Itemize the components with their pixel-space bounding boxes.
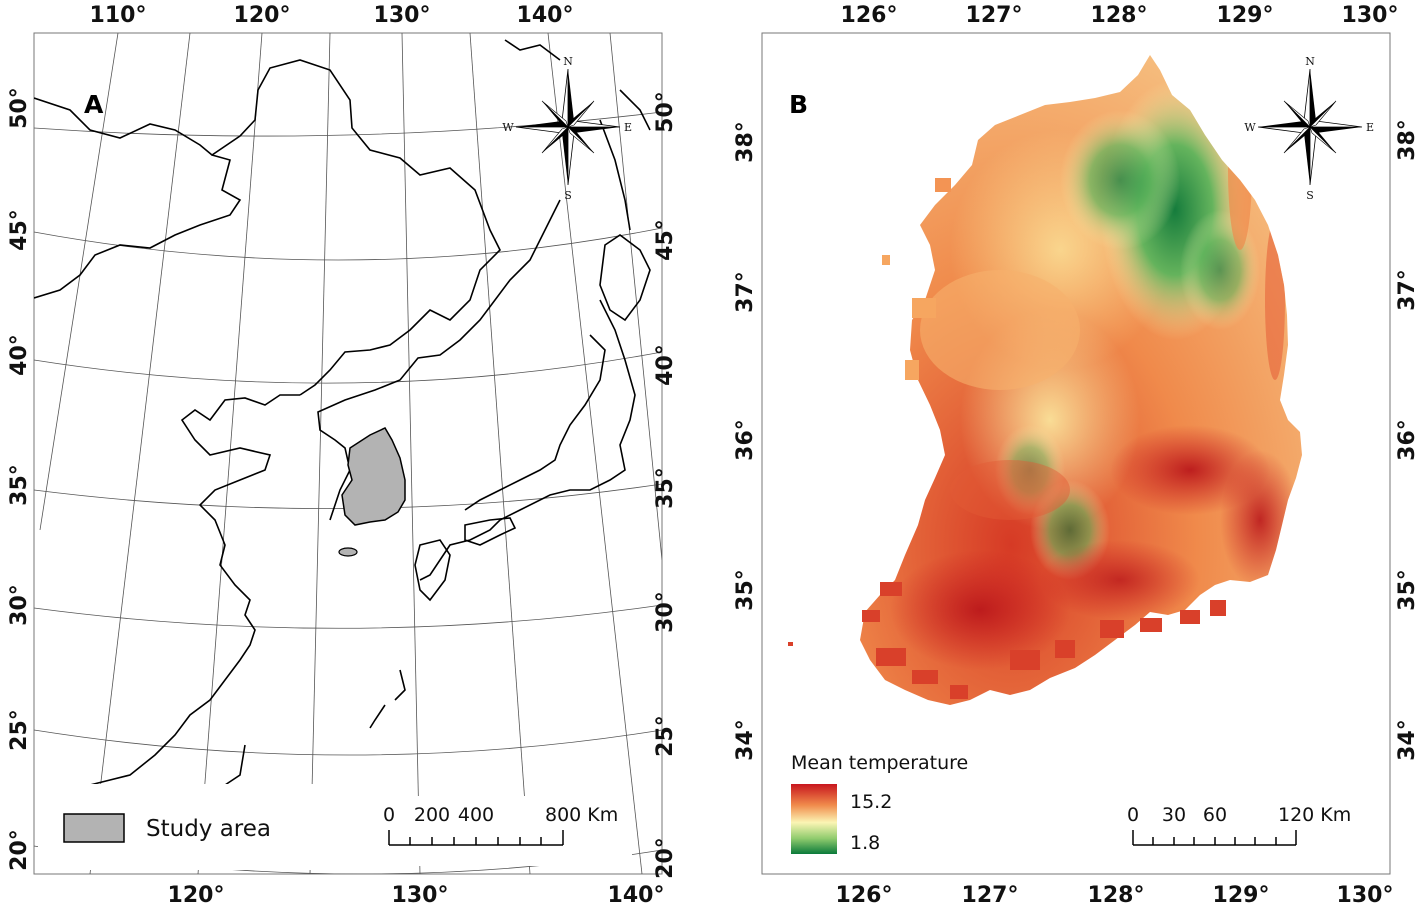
panel-b-bottom-tick: 126° [836,883,893,908]
panel-a-bottom-tick: 120° [168,883,225,908]
panel-a-right-tick: 45° [653,219,678,261]
panel-b-right-tick: 35° [1395,569,1420,611]
panel-b-top-tick: 130° [1342,3,1399,28]
compass-rose-icon: N S E W [1244,55,1374,202]
compass-rose-icon: N S E W [502,55,632,202]
panel-b-top-tick: 129° [1217,3,1274,28]
panel-a-left-tick: 40° [7,334,32,376]
panel-b-left-tick: 37° [733,271,758,313]
panel-a-scale-bg [370,796,632,866]
panel-b-left-tick: 38° [733,121,758,163]
compass-s: S [1306,189,1314,202]
temperature-colorbar [791,784,837,854]
compass-e: E [624,121,632,134]
panel-a-right-tick: 35° [653,467,678,509]
compass-s: S [564,189,572,202]
study-area-swatch [63,813,125,843]
compass-w: W [502,121,514,134]
scale-label: 0 [383,804,395,826]
legend-title: Mean temperature [791,752,968,774]
panel-b-left-tick: 36° [733,419,758,461]
panel-b-letter: B [789,90,808,119]
panel-b-left-tick: 34° [733,719,758,761]
panel-b: 126° 127° 128° 129° 130° 126° 127° 128° … [733,3,1420,908]
panel-a-left-tick: 25° [7,709,32,751]
panel-a-right-tick: 20° [653,837,678,879]
panel-a-top-tick: 110° [90,3,147,28]
panel-a-bottom-tick: 140° [608,883,665,908]
panel-b-bottom-tick: 130° [1337,883,1394,908]
compass-n: N [563,55,573,68]
scale-label: 0 [1127,804,1139,826]
legend-min: 1.8 [850,832,880,854]
panel-b-bottom-tick: 128° [1088,883,1145,908]
panel-b-right-tick: 34° [1395,719,1420,761]
panel-b-scale-bar [1132,830,1297,846]
compass-e: E [1366,121,1374,134]
panel-b-right-tick: 36° [1395,419,1420,461]
panel-a-left-tick: 50° [7,87,32,129]
panel-a-left-tick: 45° [7,209,32,251]
panel-a-right-tick: 40° [653,344,678,386]
panel-a-letter: A [84,90,104,119]
legend-max: 15.2 [850,791,892,813]
panel-b-top-tick: 128° [1091,3,1148,28]
panel-b-right-tick: 37° [1395,269,1420,311]
panel-a-right-tick: 30° [653,591,678,633]
scale-label: 200 [414,804,450,826]
study-area-label: Study area [146,816,271,842]
scale-label: 400 [458,804,494,826]
panel-a-left-tick: 30° [7,584,32,626]
scale-label: 800 Km [545,804,618,826]
compass-w: W [1244,121,1256,134]
panel-b-top-tick: 127° [966,3,1023,28]
panel-a-bottom-tick: 130° [392,883,449,908]
scale-label: 60 [1203,804,1227,826]
panel-b-left-tick: 35° [733,569,758,611]
panel-a-coastlines [34,39,651,806]
study-area-korea [341,427,406,526]
panel-b-top-tick: 126° [841,3,898,28]
panel-a-scale-bar [388,830,564,846]
panel-a-left-tick: 20° [7,829,32,871]
panel-b-bottom-tick: 127° [962,883,1019,908]
scale-label: 30 [1162,804,1186,826]
islands [788,178,1226,699]
panel-b-bottom-tick: 129° [1213,883,1270,908]
panel-b-right-tick: 38° [1395,119,1420,161]
study-area-jeju [338,547,358,557]
panel-a-top-tick: 130° [374,3,431,28]
panel-a-top-tick: 120° [234,3,291,28]
compass-n: N [1305,55,1315,68]
panel-a: 110° 120° 130° 140° 120° 130° 140° 50° 4… [7,3,678,908]
panel-a-top-tick: 140° [517,3,574,28]
panel-a-right-tick: 50° [653,91,678,133]
scale-label: 120 Km [1278,804,1351,826]
panel-a-left-tick: 35° [7,464,32,506]
panel-a-right-tick: 25° [653,715,678,757]
